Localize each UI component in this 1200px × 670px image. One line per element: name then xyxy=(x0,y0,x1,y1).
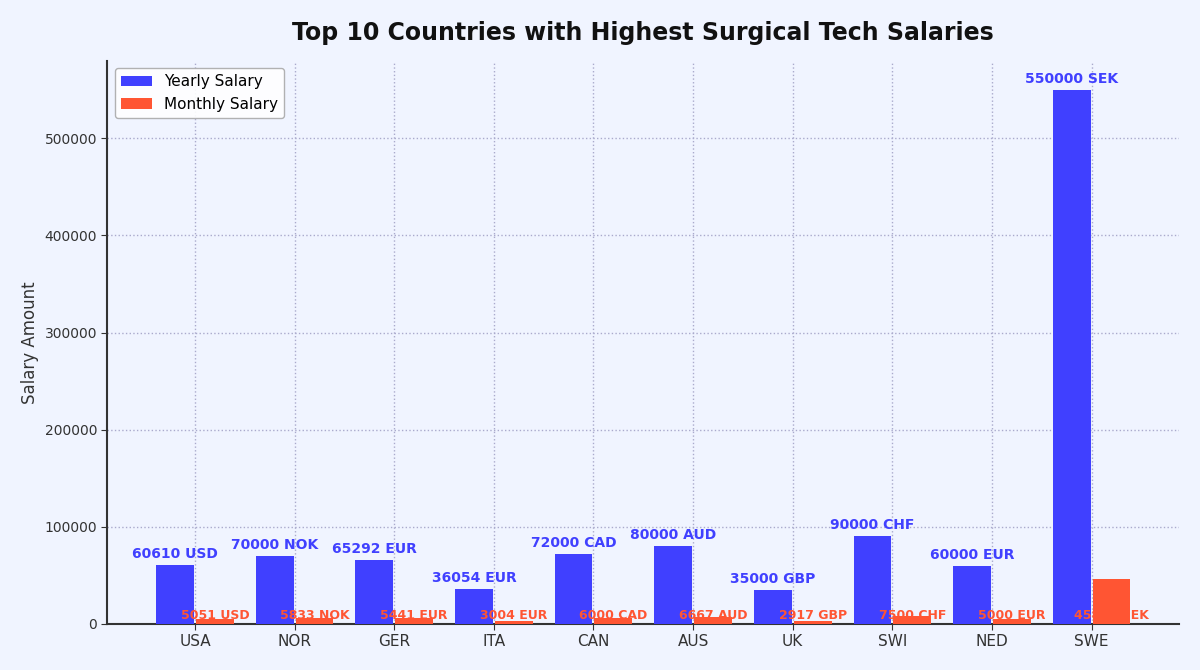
Legend: Yearly Salary, Monthly Salary: Yearly Salary, Monthly Salary xyxy=(115,68,284,118)
Y-axis label: Salary Amount: Salary Amount xyxy=(20,281,38,403)
Bar xyxy=(355,560,394,624)
Bar xyxy=(992,619,1031,624)
Text: 550000 SEK: 550000 SEK xyxy=(1025,72,1118,86)
Bar xyxy=(494,621,533,624)
Bar xyxy=(1052,90,1091,624)
Text: 3004 EUR: 3004 EUR xyxy=(480,609,547,622)
Text: 90000 CHF: 90000 CHF xyxy=(830,519,914,533)
Text: 5000 EUR: 5000 EUR xyxy=(978,609,1045,622)
Text: 5441 EUR: 5441 EUR xyxy=(380,609,448,622)
Text: 60610 USD: 60610 USD xyxy=(132,547,218,561)
Text: 36054 EUR: 36054 EUR xyxy=(432,571,516,585)
Text: 6667 AUD: 6667 AUD xyxy=(679,609,748,622)
Text: 65292 EUR: 65292 EUR xyxy=(332,543,416,557)
Bar xyxy=(256,556,294,624)
Bar xyxy=(853,537,892,624)
Bar xyxy=(953,565,991,624)
Text: 70000 NOK: 70000 NOK xyxy=(232,538,318,552)
Text: 5833 NOK: 5833 NOK xyxy=(280,609,349,622)
Bar xyxy=(395,618,433,624)
Bar xyxy=(196,619,234,624)
Text: 80000 AUD: 80000 AUD xyxy=(630,528,716,542)
Text: 6000 CAD: 6000 CAD xyxy=(580,609,648,622)
Bar xyxy=(754,590,792,624)
Bar xyxy=(295,618,334,624)
Text: 5051 USD: 5051 USD xyxy=(181,609,250,622)
Bar xyxy=(1092,580,1130,624)
Bar xyxy=(654,546,692,624)
Text: 45833 SEK: 45833 SEK xyxy=(1074,609,1148,622)
Bar xyxy=(455,589,493,624)
Text: 60000 EUR: 60000 EUR xyxy=(930,547,1014,561)
Text: 35000 GBP: 35000 GBP xyxy=(730,572,816,586)
Text: 7500 CHF: 7500 CHF xyxy=(878,609,946,622)
Text: 72000 CAD: 72000 CAD xyxy=(530,536,617,550)
Bar xyxy=(694,617,732,624)
Bar xyxy=(793,621,832,624)
Bar xyxy=(893,616,931,624)
Bar xyxy=(156,565,194,624)
Bar xyxy=(554,554,593,624)
Bar xyxy=(594,618,632,624)
Text: 2917 GBP: 2917 GBP xyxy=(779,609,847,622)
Title: Top 10 Countries with Highest Surgical Tech Salaries: Top 10 Countries with Highest Surgical T… xyxy=(293,21,994,45)
